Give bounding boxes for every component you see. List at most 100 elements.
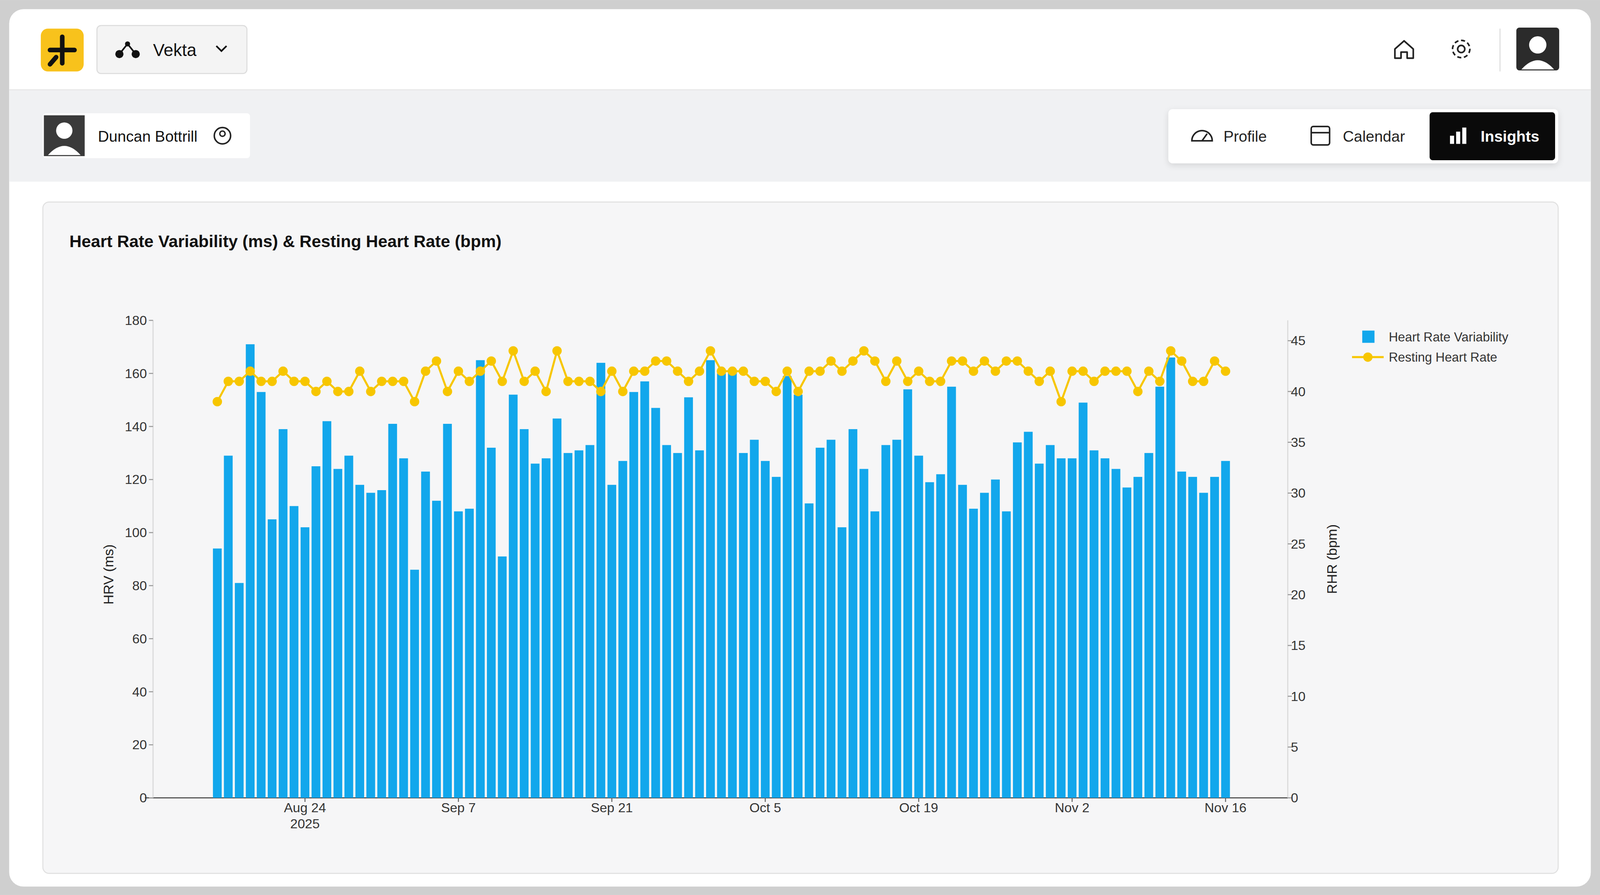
rhr-point — [979, 356, 990, 366]
hrv-bar — [475, 360, 485, 798]
workspace-dropdown[interactable]: Vekta — [96, 25, 247, 74]
y-tick-label: 40 — [132, 684, 148, 700]
rhr-line — [217, 350, 1226, 402]
legend: Heart Rate VariabilityResting Heart Rate — [1352, 329, 1509, 365]
home-button[interactable] — [1394, 40, 1414, 59]
hrv-bar — [366, 492, 375, 798]
rhr-point — [881, 376, 891, 386]
hrv-bar — [399, 458, 408, 798]
tab-label: Insights — [1480, 127, 1540, 146]
logo[interactable] — [40, 28, 84, 72]
hrv-bar — [881, 445, 891, 799]
x-tick-label-line: Nov 2 — [1054, 800, 1090, 816]
x-tick-label-line: Aug 24 — [283, 800, 326, 816]
header-divider — [9, 89, 1591, 91]
rhr-point — [815, 366, 825, 377]
x-tick-label: Oct 5 — [749, 800, 782, 816]
avatar-bg — [1516, 27, 1560, 71]
hrv-bar — [936, 474, 946, 798]
hrv-bar — [749, 439, 759, 798]
x-tick-label: Sep 21 — [590, 800, 633, 816]
x-tick-label-line: Oct 19 — [899, 800, 939, 816]
rhr-point — [793, 386, 803, 397]
rhr-point — [343, 386, 354, 397]
rhr-point — [1155, 376, 1165, 386]
athlete-selector[interactable]: Duncan Bottrill — [42, 113, 251, 159]
outer-frame — [0, 0, 1600, 895]
tab[interactable]: Calendar — [1311, 126, 1406, 146]
hrv-bar — [432, 500, 441, 798]
legend-swatch — [1363, 352, 1373, 363]
hrv-bar — [596, 362, 606, 798]
hrv-bar — [629, 392, 639, 798]
x-tick-label-line: 2025 — [290, 816, 321, 832]
x-tick-label: Sep 7 — [441, 800, 476, 816]
athlete-avatar — [44, 115, 85, 157]
rhr-point — [300, 376, 310, 386]
rhr-point — [990, 366, 1001, 377]
tab-active-bg — [1429, 112, 1556, 161]
hrv-bar — [1199, 492, 1208, 798]
hrv-bar — [782, 376, 792, 798]
hrv-bar — [552, 418, 562, 798]
chart-card — [42, 202, 1558, 874]
hrv-bar — [991, 479, 1000, 798]
hrv-bar — [519, 429, 529, 798]
rhr-point — [870, 356, 880, 366]
rhr-point — [694, 366, 705, 377]
rhr-point — [617, 386, 628, 397]
hrv-bar — [212, 548, 222, 798]
hrv-bar — [673, 453, 682, 798]
hrv-bar — [1034, 463, 1044, 798]
rhr-point — [453, 366, 464, 377]
rhr-point — [563, 376, 573, 386]
tab[interactable]: Profile — [1191, 127, 1267, 146]
tab[interactable]: Insights — [1429, 112, 1556, 161]
hrv-bar — [256, 392, 266, 798]
hrv-bar — [815, 447, 825, 798]
y2-tick-label: 40 — [1290, 384, 1306, 400]
hrv-bar — [498, 556, 507, 798]
hrv-bar — [443, 423, 452, 798]
y-tick-label: 20 — [132, 737, 148, 753]
hrv-bar — [322, 421, 332, 799]
rhr-point — [947, 356, 957, 366]
settings-button[interactable] — [1452, 40, 1470, 58]
hrv-bar — [651, 407, 660, 798]
tab-icon — [1311, 126, 1330, 146]
gear-icon — [1452, 40, 1470, 58]
rhr-point — [355, 366, 365, 377]
hrv-bar — [925, 482, 934, 798]
athlete-box — [42, 113, 251, 159]
athlete-name: Duncan Bottrill — [98, 127, 198, 146]
hrv-bar — [453, 511, 463, 799]
hrv-bar — [1024, 431, 1033, 798]
rhr-point — [935, 376, 946, 386]
hrv-bar — [980, 492, 989, 798]
rhr-point — [1056, 397, 1067, 407]
hrv-bar — [1221, 460, 1230, 798]
y-tick — [149, 532, 154, 534]
tab-icon — [1311, 131, 1330, 134]
y2-tick-label: 25 — [1290, 536, 1306, 552]
hrv-bar — [739, 453, 748, 798]
rhr-point — [650, 356, 661, 366]
y-tick-label: 180 — [124, 313, 148, 328]
hrv-bar — [1122, 487, 1132, 799]
y-tick — [149, 372, 154, 374]
hrv-bar — [1012, 442, 1022, 798]
hrv-bar — [947, 386, 956, 798]
switch-icon — [214, 127, 231, 145]
y-tick-label: 0 — [139, 790, 148, 806]
rhr-point — [804, 366, 815, 377]
user-avatar[interactable] — [1516, 27, 1560, 71]
hrv-bar — [245, 344, 255, 798]
hrv-bar — [837, 527, 847, 798]
rhr-point — [1089, 376, 1099, 386]
tab-icon — [1462, 127, 1467, 145]
x-tick-label: Oct 19 — [899, 800, 939, 816]
hrv-bar — [793, 394, 803, 798]
switch-icon — [219, 130, 226, 137]
avatar-head — [1529, 36, 1547, 54]
rhr-point — [223, 376, 234, 386]
